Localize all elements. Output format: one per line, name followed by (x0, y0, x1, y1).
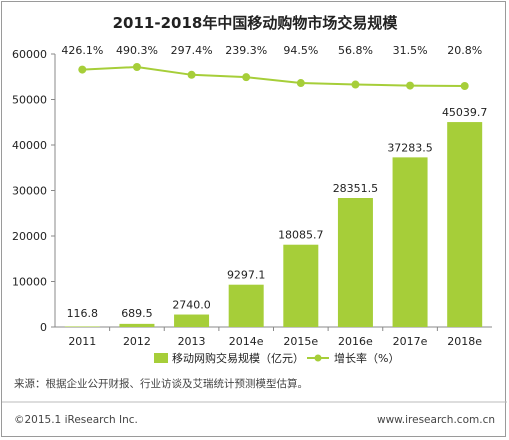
growth-rate-label-2017e: 31.5% (393, 44, 428, 57)
growth-rate-point-2012 (132, 63, 141, 71)
y-tick-label: 60000 (12, 48, 47, 61)
growth-rate-point-2015e (296, 79, 305, 88)
website-text: www.iresearch.com.cn (377, 414, 495, 426)
y-tick-label: 0 (40, 321, 47, 334)
category-label-2011: 2011 (68, 335, 96, 348)
growth-rate-point-2016e (351, 80, 360, 89)
bar-value-label-2014e: 9297.1 (227, 269, 266, 282)
legend-bar-swatch (154, 353, 168, 363)
legend-line-marker (314, 354, 322, 362)
legend-bar-label: 移动网购交易规模（亿元） (172, 351, 304, 365)
copyright-text: ©2015.1 iResearch Inc. (14, 414, 138, 426)
y-tick-label: 30000 (12, 185, 47, 198)
growth-rate-point-2011 (78, 65, 87, 74)
growth-rate-label-2015e: 94.5% (283, 44, 318, 57)
bar-value-label-2011: 116.8 (67, 307, 99, 320)
category-label-2012: 2012 (123, 335, 151, 348)
legend-line-label: 增长率（%） (334, 351, 399, 365)
category-labels: 2011 2012 2013 2014e 2015e 2016e 2017e 2018e (68, 335, 482, 348)
bar-value-label-2016e: 28351.5 (333, 182, 379, 195)
category-label-2017e: 2017e (393, 335, 428, 348)
category-label-2013: 2013 (178, 335, 206, 348)
source-note: 来源：根据企业公开财报、行业访谈及艾瑞统计预测模型估算。 (14, 377, 308, 390)
y-tick-label: 50000 (12, 94, 47, 107)
bar-2012 (119, 323, 155, 327)
chart-title: 2011-2018年中国移动购物市场交易规模 (113, 14, 399, 32)
bar-value-label-2012: 689.5 (121, 307, 153, 320)
category-label-2018e: 2018e (447, 335, 482, 348)
bar-2016e (337, 198, 373, 327)
growth-rate-point-2017e (406, 81, 415, 90)
category-label-2016e: 2016e (338, 335, 373, 348)
bar-value-label-2017e: 37283.5 (387, 141, 433, 154)
bar-2015e (283, 244, 319, 327)
growth-rate-label-2013: 297.4% (171, 44, 213, 57)
bar-2011 (64, 326, 100, 327)
bar-2013 (174, 314, 210, 327)
bar-value-labels: 116.8 689.5 2740.0 9297.1 18085.7 28351.5 3728… (67, 106, 488, 320)
growth-rate-label-2014e: 239.3% (225, 44, 267, 57)
growth-rate-point-2014e (242, 73, 251, 82)
bar-value-label-2015e: 18085.7 (278, 229, 324, 242)
bar-value-label-2013: 2740.0 (172, 299, 211, 312)
axes: 0 10000 20000 30000 40000 50000 60000 (12, 48, 492, 334)
category-label-2015e: 2015e (283, 335, 318, 348)
category-label-2014e: 2014e (229, 335, 264, 348)
legend: 移动网购交易规模（亿元） 增长率（%） (154, 351, 399, 365)
growth-rate-label-2011: 426.1% (61, 44, 103, 57)
growth-rate-labels: 426.1% 490.3% 297.4% 239.3% 94.5% 56.8% 31.5% 2… (61, 44, 482, 57)
y-tick-label: 40000 (12, 139, 47, 152)
bar-series (64, 122, 483, 327)
bar-2014e (228, 284, 264, 327)
bar-2018e (447, 122, 483, 327)
bar-2017e (392, 157, 428, 327)
growth-rate-point-2018e (460, 82, 469, 90)
growth-rate-series (78, 63, 469, 90)
growth-rate-label-2016e: 56.8% (338, 44, 373, 57)
bar-value-label-2018e: 45039.7 (442, 106, 488, 119)
y-tick-label: 10000 (12, 276, 47, 289)
growth-rate-point-2013 (187, 70, 196, 79)
growth-rate-line (82, 65, 465, 87)
y-tick-label: 20000 (12, 230, 47, 243)
growth-rate-label-2018e: 20.8% (447, 44, 482, 57)
growth-rate-label-2012: 490.3% (116, 44, 158, 57)
